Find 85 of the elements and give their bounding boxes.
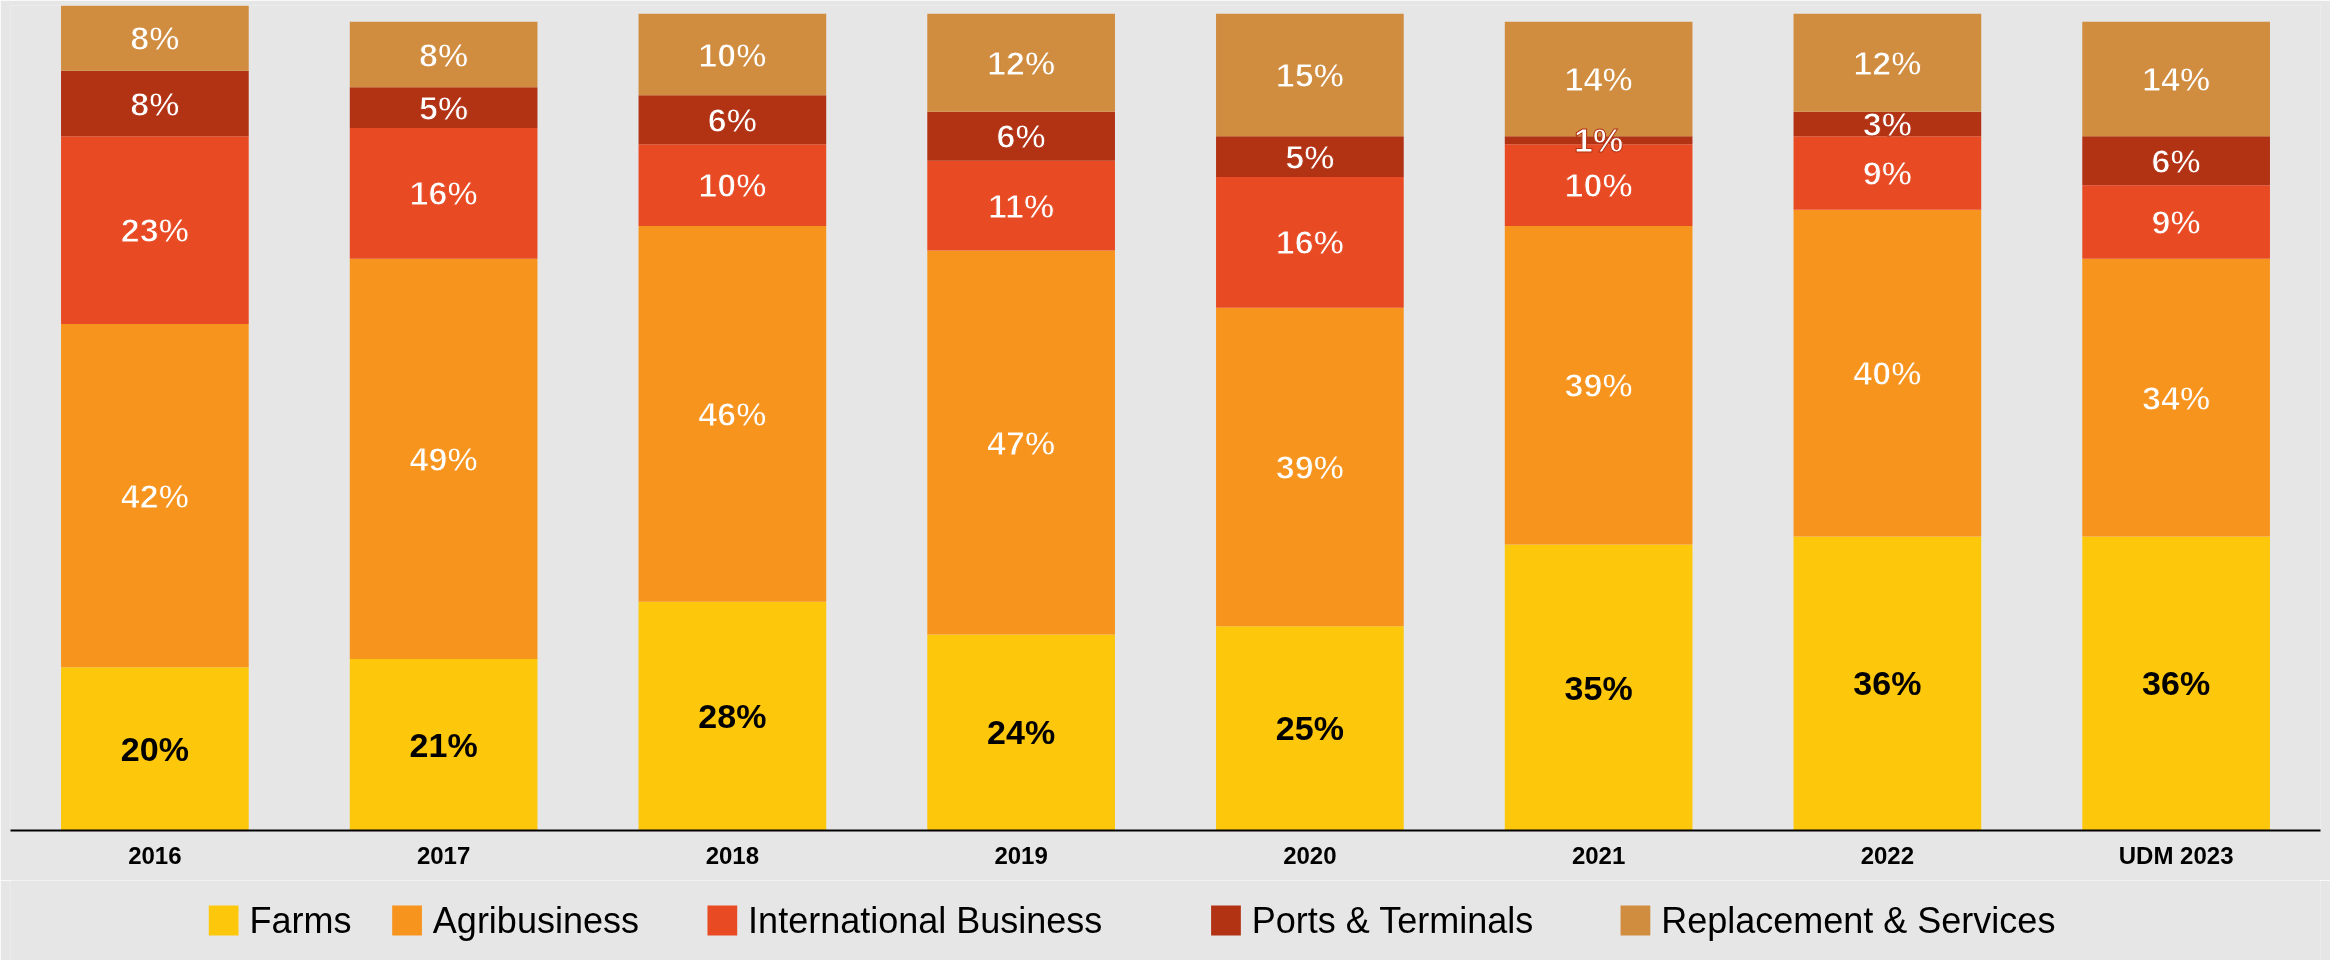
- bar: [1793, 536, 1982, 831]
- bar: [638, 226, 827, 602]
- bar: [638, 13, 827, 96]
- bar: [638, 601, 827, 831]
- data-label: 28%: [698, 697, 767, 736]
- bar: [927, 634, 1115, 831]
- bar: [349, 258, 538, 659]
- data-label: 49%: [409, 439, 478, 478]
- x-tick-label: 2019: [994, 841, 1048, 869]
- data-label: 47%: [987, 423, 1056, 462]
- bar: [1216, 177, 1404, 308]
- bar: [1216, 136, 1404, 178]
- x-tick-label: 2017: [416, 841, 471, 869]
- data-label: 6%: [2151, 141, 2201, 180]
- x-tick-label: 2016: [128, 841, 182, 869]
- data-label: 8%: [130, 19, 180, 58]
- data-label: 6%: [707, 100, 757, 139]
- bar: [1793, 136, 1982, 210]
- bar: [1216, 13, 1404, 137]
- data-label: 36%: [2142, 664, 2211, 703]
- data-label: 12%: [1853, 43, 1922, 82]
- bar: [349, 128, 538, 259]
- data-label: 24%: [987, 713, 1056, 752]
- data-label: 9%: [2151, 202, 2201, 241]
- data-label: 40%: [1853, 354, 1922, 393]
- bar: [1216, 626, 1404, 831]
- bar: [2082, 536, 2270, 831]
- bar: [927, 111, 1115, 161]
- bar: [1504, 226, 1693, 545]
- bar: [927, 160, 1115, 251]
- data-label: 36%: [1853, 664, 1922, 703]
- data-label: 5%: [1285, 137, 1335, 176]
- legend-label: Farms: [249, 900, 352, 941]
- data-label: 10%: [698, 35, 767, 74]
- bar: [349, 658, 538, 831]
- bar: [638, 95, 827, 145]
- x-tick-label: 2022: [1860, 841, 1915, 869]
- data-label: 25%: [1275, 709, 1344, 748]
- data-label: 39%: [1564, 366, 1633, 405]
- data-label: 8%: [130, 84, 180, 123]
- data-label: 35%: [1564, 668, 1633, 707]
- legend-label: Agribusiness: [432, 900, 639, 941]
- data-label: 10%: [698, 166, 767, 205]
- data-label: 23%: [120, 211, 189, 250]
- bar: [349, 21, 538, 88]
- data-label: 46%: [698, 394, 767, 433]
- x-tick-label: UDM 2023: [2118, 841, 2234, 869]
- x-tick-label: 2018: [705, 841, 760, 869]
- data-label: 39%: [1275, 448, 1344, 487]
- data-label: 9%: [1862, 153, 1912, 192]
- data-label: 16%: [409, 174, 478, 213]
- data-label: 8%: [419, 35, 469, 74]
- data-label: 10%: [1564, 166, 1633, 205]
- bar: [2082, 185, 2270, 259]
- x-tick-label: 2020: [1283, 841, 1337, 869]
- bar: [61, 667, 249, 831]
- data-label: 3%: [1862, 104, 1912, 143]
- legend-label: International Business: [748, 900, 1103, 941]
- data-label: 42%: [120, 476, 189, 515]
- bar: [2082, 258, 2270, 537]
- bar: [2082, 21, 2270, 137]
- data-label: 6%: [996, 117, 1046, 156]
- bar: [927, 13, 1115, 112]
- bar: [61, 136, 249, 325]
- bar: [61, 324, 249, 668]
- data-label: 12%: [987, 43, 1056, 82]
- bar: [1793, 209, 1982, 537]
- data-label: 16%: [1275, 223, 1344, 262]
- legend-label: Replacement & Services: [1661, 900, 2056, 941]
- x-tick-label: 2021: [1571, 841, 1626, 869]
- bar: [2082, 136, 2270, 186]
- bar: [1216, 307, 1404, 627]
- data-label: 21%: [409, 725, 478, 764]
- bar: [1504, 544, 1693, 831]
- data-label: 11%: [988, 186, 1055, 225]
- bar: [927, 250, 1115, 635]
- bar: [61, 5, 249, 71]
- data-label: 34%: [2142, 378, 2211, 417]
- data-label: 20%: [120, 729, 189, 768]
- bar: [638, 144, 827, 227]
- data-label: 5%: [419, 88, 469, 127]
- bar: [1793, 13, 1982, 112]
- data-label: 1%: [1574, 121, 1624, 160]
- legend-label: Ports & Terminals: [1251, 900, 1534, 941]
- bar: [61, 70, 249, 137]
